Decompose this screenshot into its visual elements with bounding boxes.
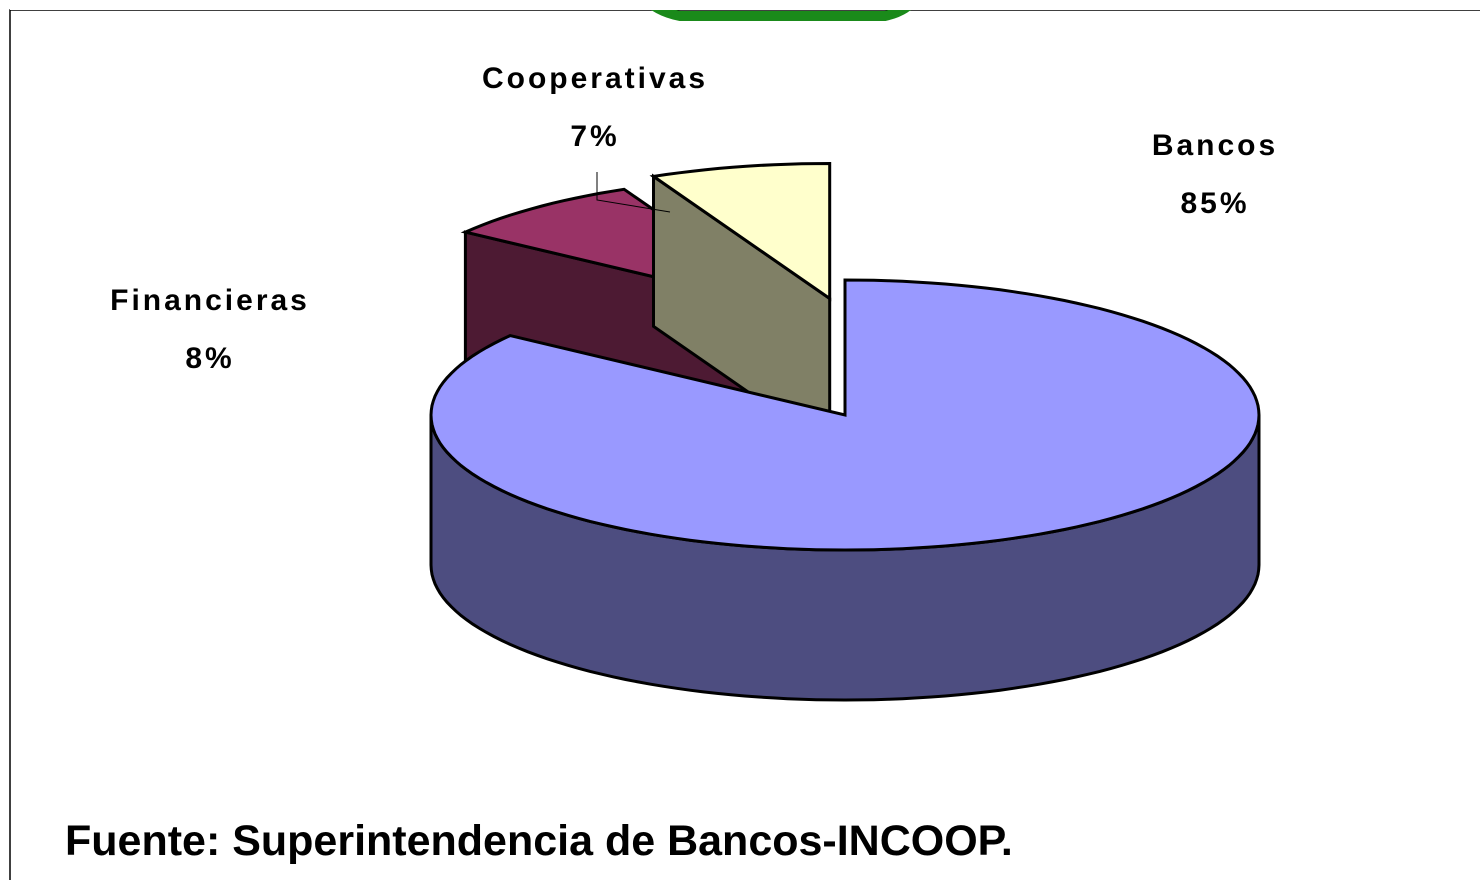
slice-top [649,161,832,302]
leader-line [596,172,671,213]
slice-label: Financieras [110,284,310,317]
pie-slice [649,161,832,452]
slice-value-label: 7% [570,120,619,153]
slice-top [429,278,1261,552]
slice-label: Bancos [1152,129,1278,162]
slice-value-label: 8% [185,342,234,375]
pie-slice [429,278,1261,702]
frame-cover [10,0,1480,10]
slice-label: Cooperativas [482,62,708,95]
source-note: Fuente: Superintendencia de Bancos-INCOO… [65,817,1013,865]
slice-value-label: 85% [1180,187,1249,220]
